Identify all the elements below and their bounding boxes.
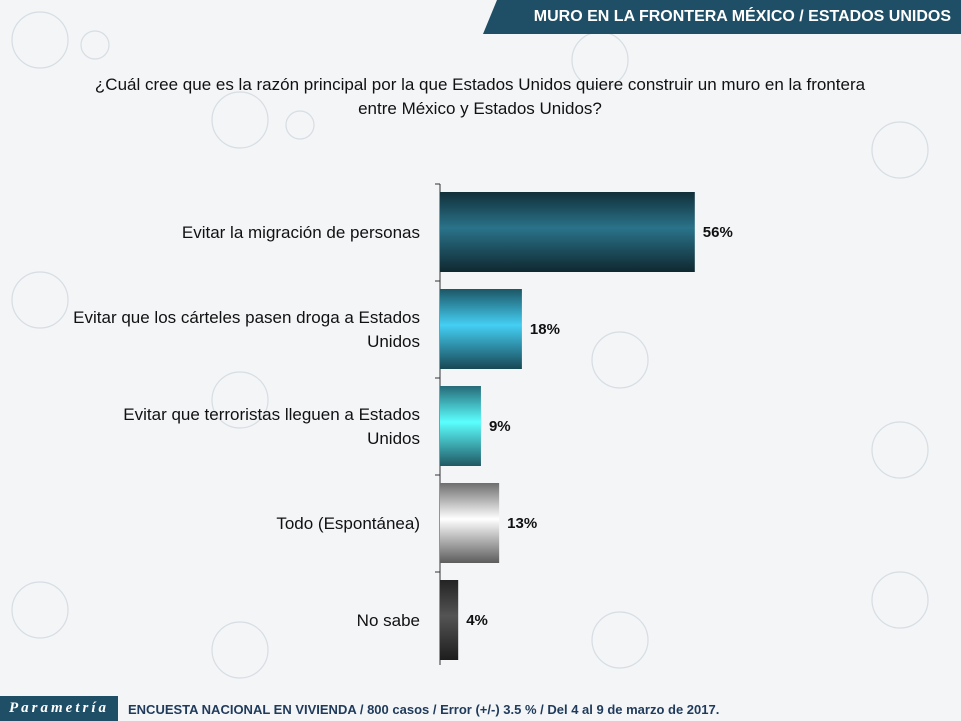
value-label-4: 13% [507, 515, 537, 532]
survey-question: ¿Cuál cree que es la razón principal por… [20, 73, 940, 121]
category-label-2: Unidos [367, 332, 420, 351]
category-label-3: Evitar que terroristas lleguen a Estados [123, 405, 420, 424]
category-label-5: No sabe [357, 611, 420, 630]
survey-footnote: ENCUESTA NACIONAL EN VIVIENDA / 800 caso… [128, 702, 720, 717]
question-line-2: entre México y Estados Unidos? [358, 99, 602, 118]
bar-5 [440, 580, 459, 660]
bar-3 [440, 386, 481, 466]
bar-2 [440, 289, 522, 369]
header-title: MURO EN LA FRONTERA MÉXICO / ESTADOS UNI… [533, 8, 951, 25]
bar-4 [440, 483, 500, 563]
parametria-logo: Parametría [0, 696, 118, 721]
bar-1 [440, 192, 695, 272]
value-label-3: 9% [489, 418, 511, 435]
category-label-4: Todo (Espontánea) [276, 514, 420, 533]
value-label-2: 18% [530, 321, 560, 338]
category-label-2: Evitar que los cárteles pasen droga a Es… [73, 308, 420, 327]
value-label-5: 4% [466, 612, 488, 629]
category-label-1: Evitar la migración de personas [182, 223, 420, 242]
question-line-1: ¿Cuál cree que es la razón principal por… [94, 75, 866, 94]
category-label-3: Unidos [367, 429, 420, 448]
header-bar: MURO EN LA FRONTERA MÉXICO / ESTADOS UNI… [483, 0, 961, 34]
value-label-1: 56% [703, 224, 733, 241]
